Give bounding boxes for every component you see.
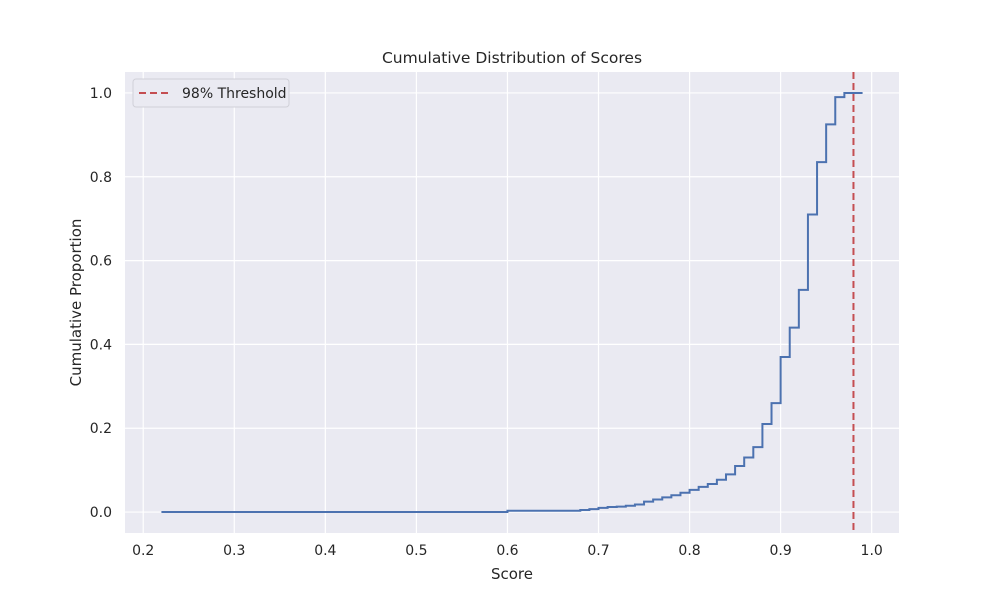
y-tick-label: 0.4 xyxy=(90,337,112,353)
y-tick-label: 1.0 xyxy=(90,86,112,102)
x-tick-label: 0.6 xyxy=(496,543,518,559)
y-tick-label: 0.6 xyxy=(90,254,112,270)
x-tick-label: 1.0 xyxy=(861,543,883,559)
x-tick-label: 0.7 xyxy=(587,543,609,559)
tick-labels: 0.2 0.3 0.4 0.5 0.6 0.7 0.8 0.9 1.0 0.0 0.2 0.4 0.6 0… xyxy=(90,86,883,559)
grid xyxy=(125,72,899,533)
x-tick-label: 0.3 xyxy=(223,543,245,559)
y-tick-label: 0.8 xyxy=(90,170,112,186)
x-tick-label: 0.4 xyxy=(314,543,336,559)
y-tick-label: 0.2 xyxy=(90,421,112,437)
x-tick-label: 0.8 xyxy=(678,543,700,559)
y-tick-label: 0.0 xyxy=(90,505,112,521)
y-axis-title: Cumulative Proportion xyxy=(67,219,85,387)
chart-title: Cumulative Distribution of Scores xyxy=(382,49,642,67)
x-tick-label: 0.5 xyxy=(405,543,427,559)
x-axis-title: Score xyxy=(491,565,533,583)
x-tick-label: 0.2 xyxy=(132,543,154,559)
x-tick-label: 0.9 xyxy=(769,543,791,559)
legend-box xyxy=(132,78,290,108)
legend: 98% Threshold xyxy=(132,78,290,108)
plot-background xyxy=(125,72,899,533)
data-layer xyxy=(161,72,863,533)
cdf-step-line xyxy=(161,91,863,514)
legend-label-threshold: 98% Threshold xyxy=(182,86,287,102)
